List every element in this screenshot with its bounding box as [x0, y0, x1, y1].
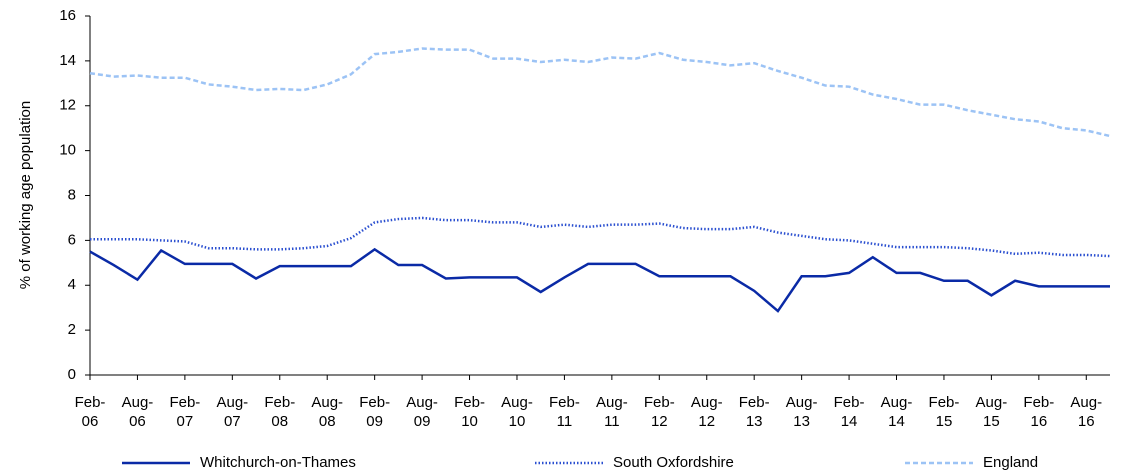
legend-label: South Oxfordshire: [613, 454, 734, 471]
x-tick-label: Aug-16: [1070, 394, 1103, 430]
x-tick-label: Feb-07: [169, 394, 201, 430]
x-tick-label: Feb-14: [833, 394, 865, 430]
y-tick-label: 6: [68, 231, 76, 248]
x-tick-label: Feb-15: [928, 394, 960, 430]
x-tick-label: Feb-10: [454, 394, 485, 430]
x-tick-label: Aug-09: [406, 394, 438, 430]
series-line: [89, 47, 1111, 138]
x-tick-label: Aug-12: [690, 394, 723, 430]
y-tick-label: 8: [68, 186, 76, 203]
legend-label: Whitchurch-on-Thames: [200, 454, 356, 471]
y-tick-label: 0: [68, 366, 76, 383]
x-tick-label: Feb-16: [1023, 394, 1055, 430]
legend-label: England: [983, 454, 1038, 471]
series-line: [89, 247, 1110, 313]
x-tick-label: Aug-08: [311, 394, 344, 430]
x-tick-label: Feb-08: [264, 394, 296, 430]
x-tick-label: Feb-12: [643, 394, 675, 430]
x-tick-label: Aug-14: [880, 394, 913, 430]
x-tick-label: Feb-09: [359, 394, 391, 430]
x-tick-label: Feb-13: [738, 394, 770, 430]
x-tick-label: Aug-11: [596, 394, 628, 430]
y-tick-label: 2: [68, 321, 76, 338]
x-tick-label: Aug-06: [121, 394, 154, 430]
x-tick-label: Aug-07: [216, 394, 249, 430]
x-tick-label: Feb-06: [74, 394, 106, 430]
y-tick-label: 14: [59, 52, 76, 69]
y-tick-label: 12: [59, 97, 76, 114]
series-line: [90, 216, 1111, 258]
y-tick-label: 10: [59, 142, 76, 159]
y-axis-label: % of working age population: [17, 101, 34, 289]
y-tick-label: 16: [59, 7, 76, 24]
x-tick-label: Feb-11: [548, 394, 580, 430]
x-tick-label: Aug-13: [785, 394, 818, 430]
y-tick-label: 4: [68, 276, 76, 293]
x-tick-label: Aug-10: [501, 394, 533, 430]
x-tick-label: Aug-15: [975, 394, 1008, 430]
